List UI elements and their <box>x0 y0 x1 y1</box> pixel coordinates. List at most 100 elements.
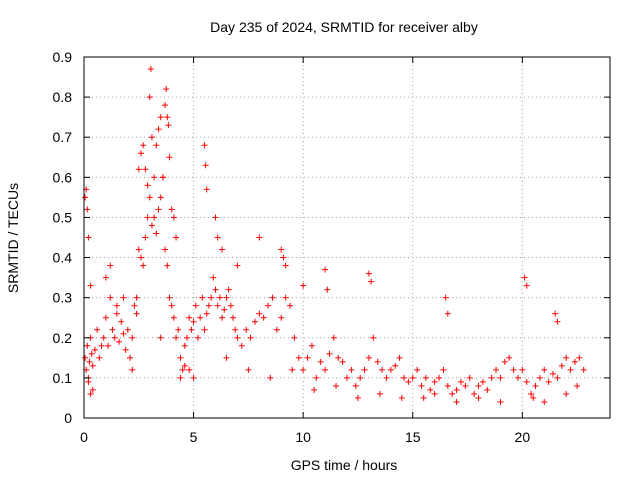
data-point <box>157 194 164 201</box>
data-point <box>256 234 263 241</box>
data-point <box>151 214 158 221</box>
data-point <box>475 382 482 389</box>
data-point <box>86 358 93 365</box>
data-point <box>227 302 234 309</box>
data-point <box>164 114 171 121</box>
y-tick-label: 0.9 <box>53 49 73 65</box>
data-point <box>124 326 131 333</box>
data-point <box>234 262 241 269</box>
data-point <box>177 354 184 361</box>
data-point <box>374 358 381 365</box>
data-point <box>514 374 521 381</box>
data-point <box>159 174 166 181</box>
data-point <box>111 334 118 341</box>
data-point <box>453 386 460 393</box>
data-point <box>168 302 175 309</box>
data-point <box>219 246 226 253</box>
points-layer <box>82 66 587 405</box>
data-point <box>164 262 171 269</box>
data-point <box>422 374 429 381</box>
data-point <box>155 126 162 133</box>
data-point <box>89 386 96 393</box>
data-point <box>181 342 188 349</box>
x-tick-label: 15 <box>405 429 421 445</box>
data-point <box>379 366 386 373</box>
data-point <box>153 142 160 149</box>
data-point <box>361 366 368 373</box>
data-point <box>567 366 574 373</box>
y-tick-label: 0.4 <box>53 250 73 266</box>
data-point <box>471 390 478 397</box>
data-point <box>278 246 285 253</box>
data-point <box>166 294 173 301</box>
data-point <box>304 354 311 361</box>
chart-title: Day 235 of 2024, SRMTID for receiver alb… <box>210 19 478 35</box>
data-point <box>563 354 570 361</box>
data-point <box>335 354 342 361</box>
data-point <box>479 378 486 385</box>
data-point <box>493 366 500 373</box>
data-point <box>179 366 186 373</box>
data-point <box>466 374 473 381</box>
data-point <box>144 214 151 221</box>
data-point <box>265 302 272 309</box>
data-point <box>142 166 149 173</box>
data-point <box>550 370 557 377</box>
data-point <box>398 394 405 401</box>
data-point <box>120 330 127 337</box>
data-point <box>234 334 241 341</box>
data-point <box>166 154 173 161</box>
data-point <box>392 362 399 369</box>
data-point <box>357 374 364 381</box>
tick-label-layer: 0 0.1 0.2 0.3 0.4 0.5 0.6 0.7 0.8 0.9 0 5 10 15 20 <box>53 49 531 445</box>
data-point <box>173 234 180 241</box>
data-point <box>223 354 230 361</box>
x-tick-label: 10 <box>295 429 311 445</box>
data-point <box>186 314 193 321</box>
data-point <box>300 366 307 373</box>
data-point <box>521 274 528 281</box>
data-point <box>311 386 318 393</box>
data-point <box>190 374 197 381</box>
data-point <box>414 366 421 373</box>
data-point <box>541 366 548 373</box>
data-point <box>278 314 285 321</box>
data-point <box>210 274 217 281</box>
data-point <box>365 270 372 277</box>
data-point <box>322 366 329 373</box>
data-point <box>96 354 103 361</box>
data-point <box>444 382 451 389</box>
data-point <box>109 326 116 333</box>
data-point <box>127 354 134 361</box>
y-tick-label: 0.1 <box>53 370 73 386</box>
data-point <box>116 338 123 345</box>
data-point <box>523 378 530 385</box>
data-point <box>203 310 210 317</box>
data-point <box>202 162 209 169</box>
data-point <box>317 358 324 365</box>
data-point <box>405 378 412 385</box>
data-point <box>457 378 464 385</box>
data-point <box>82 354 89 361</box>
data-point <box>333 382 340 389</box>
data-point <box>232 326 239 333</box>
data-point <box>113 310 120 317</box>
data-point <box>153 230 160 237</box>
data-point <box>449 390 456 397</box>
data-point <box>190 318 197 325</box>
data-point <box>113 302 120 309</box>
data-point <box>289 366 296 373</box>
data-point <box>339 358 346 365</box>
data-point <box>554 318 561 325</box>
data-point <box>348 366 355 373</box>
data-point <box>155 206 162 213</box>
data-point <box>105 342 112 349</box>
data-point <box>370 334 377 341</box>
data-point <box>135 166 142 173</box>
data-point <box>197 314 204 321</box>
data-point <box>194 334 201 341</box>
data-point <box>118 318 125 325</box>
data-point <box>91 346 98 353</box>
data-point <box>135 246 142 253</box>
data-point <box>400 374 407 381</box>
